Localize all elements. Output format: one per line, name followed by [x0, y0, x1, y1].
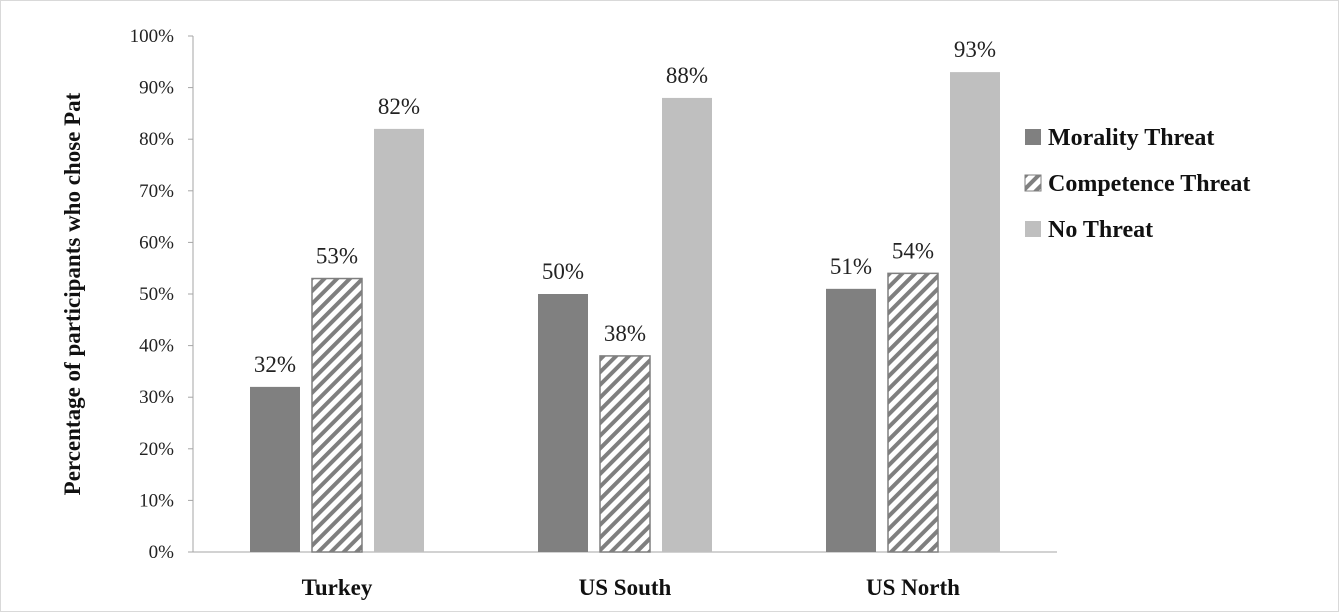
y-tick-label: 40%: [139, 336, 174, 357]
y-tick-label: 20%: [139, 439, 174, 460]
data-label: 32%: [254, 352, 296, 377]
y-tick-label: 80%: [139, 129, 174, 150]
data-label: 38%: [604, 321, 646, 346]
y-tick-label: 60%: [139, 232, 174, 253]
y-tick-label: 0%: [149, 542, 175, 563]
x-category-label: US North: [866, 575, 960, 600]
legend: Morality Threat Competence Threat No Threa…: [1024, 125, 1250, 243]
bar-morality-threat-us-north: [826, 288, 876, 552]
legend-label: Morality Threat: [1048, 125, 1214, 151]
data-label: 53%: [316, 244, 358, 269]
bar-competence-threat-us-north: [887, 272, 939, 553]
bar-competence-threat-us-south: [599, 355, 651, 553]
y-tick-label: 10%: [139, 490, 174, 511]
y-tick-label: 70%: [139, 181, 174, 202]
y-tick-label: 50%: [139, 284, 174, 305]
data-label: 93%: [954, 37, 996, 62]
bar-morality-threat-us-south: [538, 294, 588, 552]
bars: [250, 72, 1000, 553]
y-axis-title: Percentage of participants who chose Pat: [60, 92, 85, 495]
legend-label: Competence Threat: [1048, 171, 1250, 197]
legend-label: No Threat: [1048, 217, 1153, 243]
data-label: 82%: [378, 94, 420, 119]
legend-swatch-morality-threat: [1025, 129, 1041, 145]
y-tick-label: 30%: [139, 387, 174, 408]
bar-no-threat-us-north: [950, 72, 1000, 553]
x-category-label: US South: [579, 575, 672, 600]
y-tick-label: 100%: [130, 26, 175, 47]
data-label: 88%: [666, 63, 708, 88]
bar-no-threat-us-south: [662, 97, 712, 553]
data-label: 54%: [892, 238, 934, 263]
data-label: 51%: [830, 254, 872, 279]
data-label: 50%: [542, 259, 584, 284]
legend-swatch-competence-threat: [1024, 174, 1042, 192]
x-category-label: Turkey: [302, 575, 373, 600]
bar-morality-threat-turkey: [250, 386, 300, 552]
y-tick-label: 90%: [139, 78, 174, 99]
legend-swatch-no-threat: [1025, 221, 1041, 237]
axes: 0% 10% 20% 30% 40% 50% 60% 70% 80% 90% 100% Turkey U…: [130, 26, 1057, 600]
bar-no-threat-turkey: [374, 128, 424, 552]
bar-competence-threat-turkey: [311, 277, 363, 553]
data-labels: 32% 53% 82% 50% 38% 88% 51% 54% 93%: [254, 37, 996, 377]
